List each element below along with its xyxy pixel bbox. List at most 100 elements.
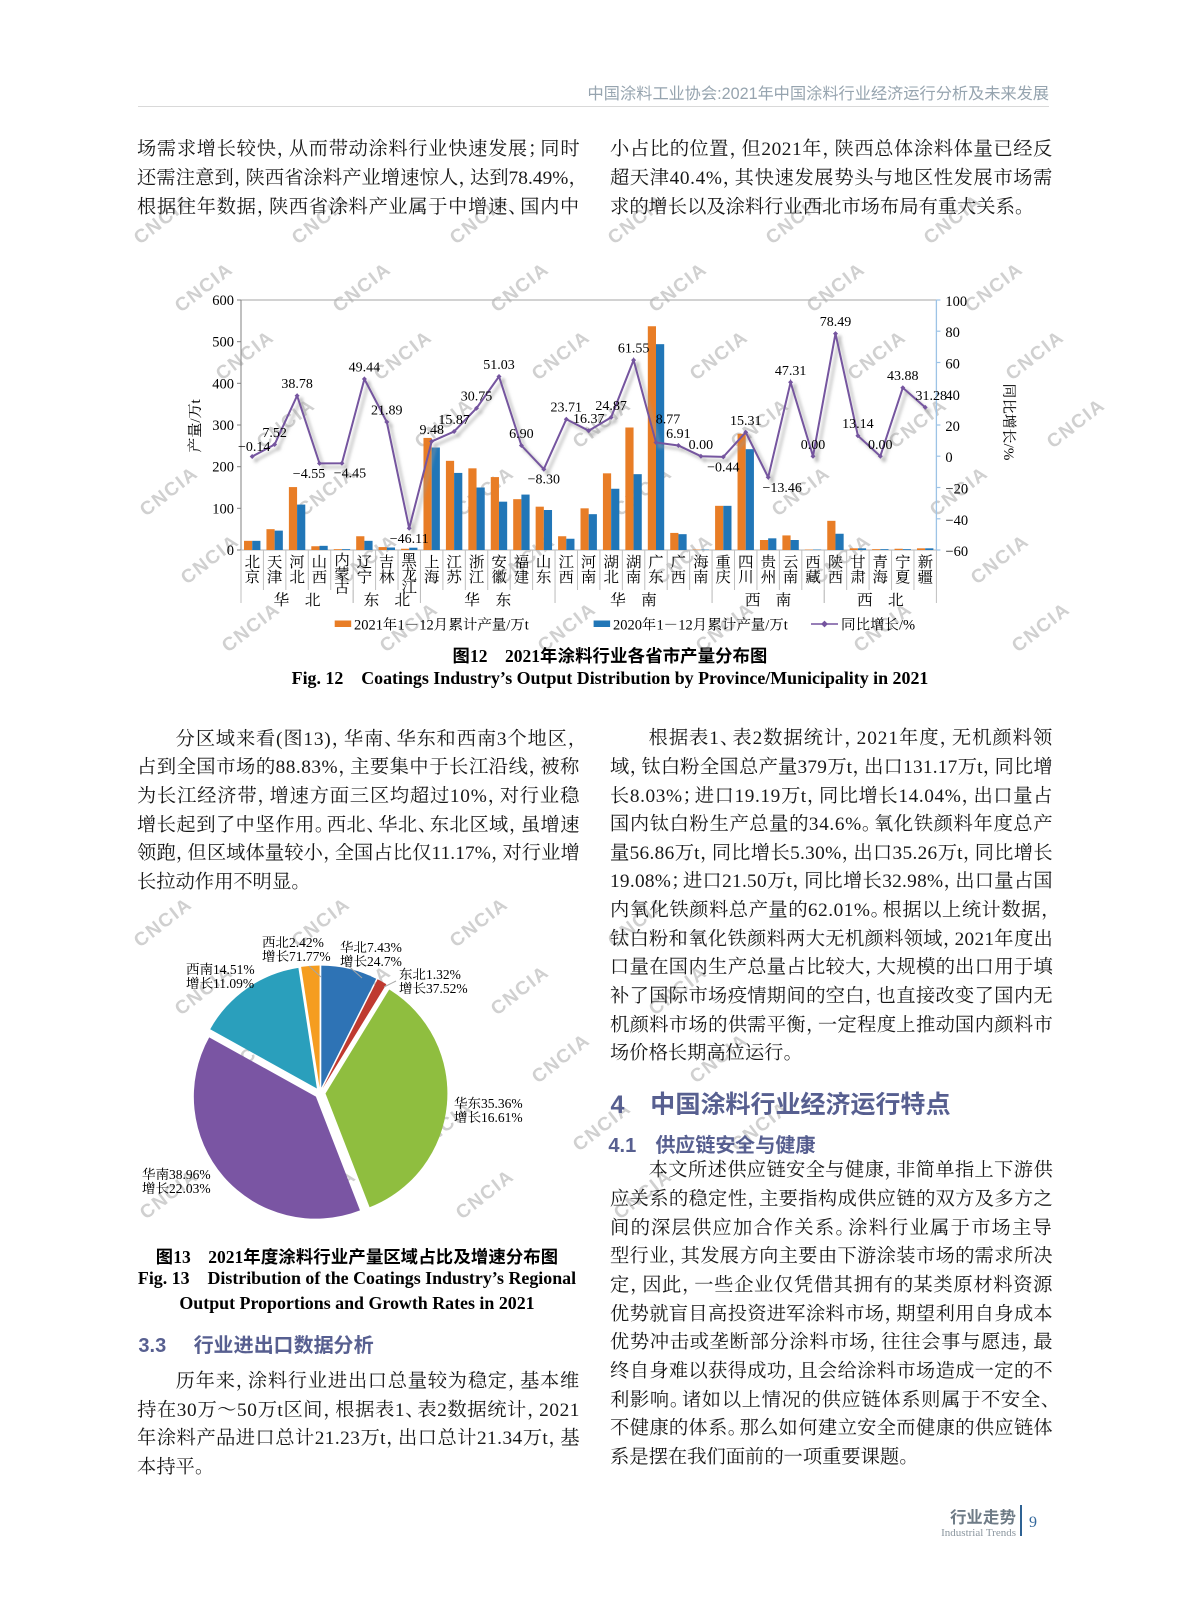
svg-text:黑: 黑 [401,553,417,570]
svg-text:建: 建 [514,570,530,587]
svg-text:15.31: 15.31 [730,414,762,429]
svg-text:肃: 肃 [850,570,866,587]
svg-text:安: 安 [491,554,507,572]
svg-text:华: 华 [464,592,480,610]
svg-text:川: 川 [738,570,754,587]
svg-text:天: 天 [267,555,283,572]
svg-text:CNCIA: CNCIA [493,531,559,589]
svg-text:同比增长/%: 同比增长/% [1000,384,1017,461]
svg-text:津: 津 [267,570,283,587]
svg-text:东: 东 [536,569,552,587]
svg-text:疆: 疆 [917,569,933,587]
svg-text:CNCIA: CNCIA [446,894,512,952]
svg-text:青: 青 [873,554,889,572]
svg-text:山: 山 [536,555,552,572]
svg-text:北: 北 [244,555,260,572]
svg-text:0.00: 0.00 [801,438,826,453]
svg-text:−46.11: −46.11 [390,532,429,547]
svg-text:湖: 湖 [626,555,642,572]
svg-text:浙: 浙 [469,554,485,572]
svg-text:京: 京 [244,569,260,587]
svg-text:南: 南 [783,569,799,587]
svg-text:20: 20 [945,419,960,435]
svg-text:湖: 湖 [603,555,619,572]
svg-text:0.00: 0.00 [689,438,714,453]
svg-text:CNCIA: CNCIA [136,1166,202,1224]
svg-text:西: 西 [857,592,873,610]
svg-text:西: 西 [312,570,328,587]
svg-text:夏: 夏 [895,570,911,587]
svg-text:海: 海 [424,569,440,587]
svg-text:8.77: 8.77 [656,413,681,428]
svg-text:100: 100 [212,501,234,517]
svg-text:78.49: 78.49 [820,315,852,330]
svg-text:CNCIA: CNCIA [727,395,793,453]
svg-text:南: 南 [776,592,792,610]
svg-text:−40: −40 [945,513,968,529]
svg-text:CNCIA: CNCIA [212,1030,278,1088]
svg-text:宁: 宁 [895,555,911,572]
svg-text:东: 东 [648,569,664,587]
svg-text:江: 江 [446,555,462,572]
svg-text:CNCIA: CNCIA [844,327,910,385]
svg-text:藏: 藏 [805,569,821,587]
svg-text:北: 北 [289,570,305,587]
svg-text:CNCIA: CNCIA [411,1098,477,1156]
svg-text:43.88: 43.88 [887,369,919,384]
svg-text:增长24.7%: 增长24.7% [340,954,402,969]
svg-text:CNCIA: CNCIA [370,1030,436,1088]
svg-text:400: 400 [212,376,234,392]
svg-text:广: 广 [671,554,687,572]
svg-text:500: 500 [212,335,234,351]
svg-text:300: 300 [212,418,234,434]
svg-text:80: 80 [945,325,960,341]
svg-text:38.78: 38.78 [281,377,313,392]
svg-text:增长37.52%: 增长37.52% [399,981,468,996]
svg-text:林: 林 [379,569,396,587]
svg-text:贵: 贵 [760,554,776,572]
svg-text:内: 内 [334,553,350,570]
svg-text:CNCIA: CNCIA [212,327,278,385]
svg-text:产量/万t: 产量/万t [187,399,204,453]
svg-text:增长11.09%: 增长11.09% [186,976,254,991]
svg-text:西北2.42%: 西北2.42% [262,935,324,950]
svg-text:2020年1－12月累计产量/万t: 2020年1－12月累计产量/万t [613,617,788,634]
svg-text:CNCIA: CNCIA [329,962,395,1020]
svg-text:CNCIA: CNCIA [1043,395,1109,453]
svg-text:600: 600 [212,293,234,309]
svg-text:州: 州 [760,570,776,587]
svg-text:CNCIA: CNCIA [487,259,553,317]
svg-text:CNCIA: CNCIA [1002,327,1068,385]
svg-text:−60: −60 [945,544,968,560]
svg-text:北: 北 [603,570,619,587]
svg-text:甘: 甘 [850,555,866,572]
svg-text:庆: 庆 [716,569,732,587]
svg-text:−13.46: −13.46 [762,481,801,496]
svg-text:CNCIA: CNCIA [528,1030,594,1088]
svg-text:−0.14: −0.14 [238,440,270,455]
svg-text:0: 0 [945,450,952,466]
svg-text:7.52: 7.52 [262,426,287,441]
svg-text:陕: 陕 [828,555,844,572]
svg-text:山: 山 [312,555,328,572]
svg-text:49.44: 49.44 [349,361,381,376]
svg-text:东北1.32%: 东北1.32% [399,967,461,982]
svg-text:CNCIA: CNCIA [136,463,202,521]
svg-text:2021年1－12月累计产量/万t: 2021年1－12月累计产量/万t [354,617,529,634]
svg-text:河: 河 [581,555,597,572]
svg-text:CNCIA: CNCIA [171,962,237,1020]
svg-text:CNCIA: CNCIA [171,259,237,317]
svg-text:CNCIA: CNCIA [294,1166,360,1224]
svg-text:CNCIA: CNCIA [651,531,717,589]
svg-text:广: 广 [648,554,664,572]
svg-text:宁: 宁 [357,570,373,587]
svg-text:16.37: 16.37 [573,412,605,427]
svg-text:上: 上 [424,555,440,572]
svg-text:徽: 徽 [491,569,507,587]
svg-text:四: 四 [738,555,754,572]
svg-text:CNCIA: CNCIA [569,395,635,453]
svg-text:0: 0 [227,543,234,559]
svg-text:CNCIA: CNCIA [803,259,869,317]
svg-text:6.90: 6.90 [509,427,534,442]
svg-text:西: 西 [805,555,821,572]
